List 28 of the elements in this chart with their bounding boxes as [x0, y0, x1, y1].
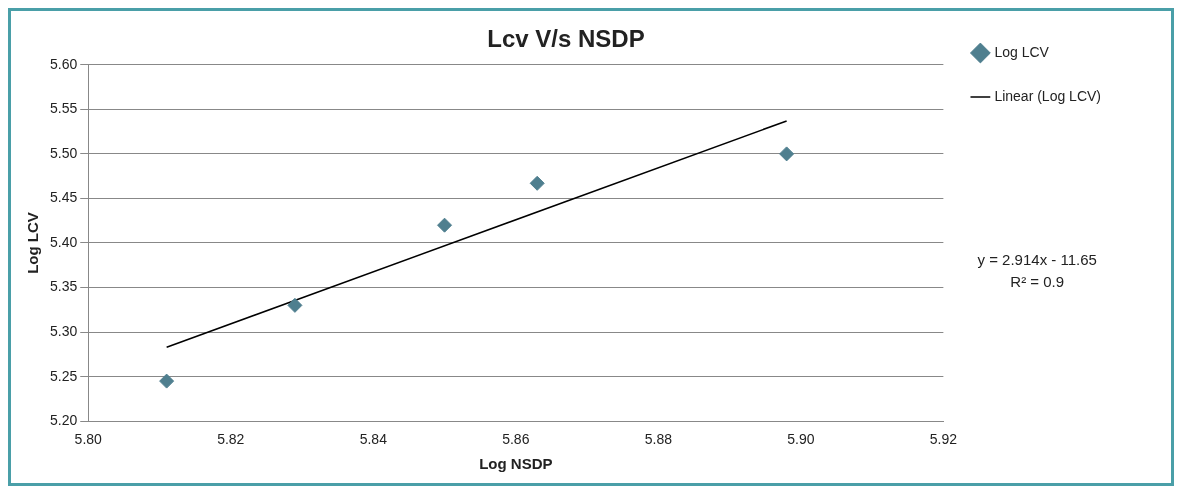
point: [437, 217, 453, 233]
y-tick-label: 5.20: [50, 412, 78, 429]
legend-label: Log LCV: [994, 43, 1050, 60]
y-tick-label: 5.30: [50, 322, 78, 339]
y-tick-label: 5.55: [50, 100, 78, 117]
y-tick-label: 5.60: [50, 55, 78, 72]
y-tick-label: 5.45: [50, 189, 78, 206]
y-tick-label: 5.25: [50, 367, 78, 384]
point: [779, 146, 795, 162]
point: [529, 175, 545, 191]
legend-label: Linear (Log LCV): [994, 87, 1102, 104]
y-tick-label: 5.50: [50, 144, 78, 161]
text: y = 2.914x - 11.65: [977, 250, 1097, 268]
x-axis-title: Log NSDP: [479, 455, 553, 473]
y-axis-title: Log LCV: [24, 212, 42, 274]
text: R² = 0.9: [1010, 272, 1065, 290]
x-tick-label: 5.84: [359, 431, 388, 448]
chart-title: Lcv V/s NSDP: [487, 25, 645, 53]
x-tick-label: 5.88: [644, 431, 673, 448]
x-tick-label: 5.86: [502, 431, 530, 448]
y-tick-label: 5.40: [50, 233, 78, 250]
x-tick-label: 5.92: [929, 431, 958, 448]
point: [159, 373, 175, 389]
y-tick-label: 5.35: [50, 278, 78, 295]
point: [287, 297, 303, 313]
x-tick-label: 5.82: [217, 431, 245, 448]
x-tick-label: 5.80: [74, 431, 103, 448]
x-tick-label: 5.90: [787, 431, 815, 448]
